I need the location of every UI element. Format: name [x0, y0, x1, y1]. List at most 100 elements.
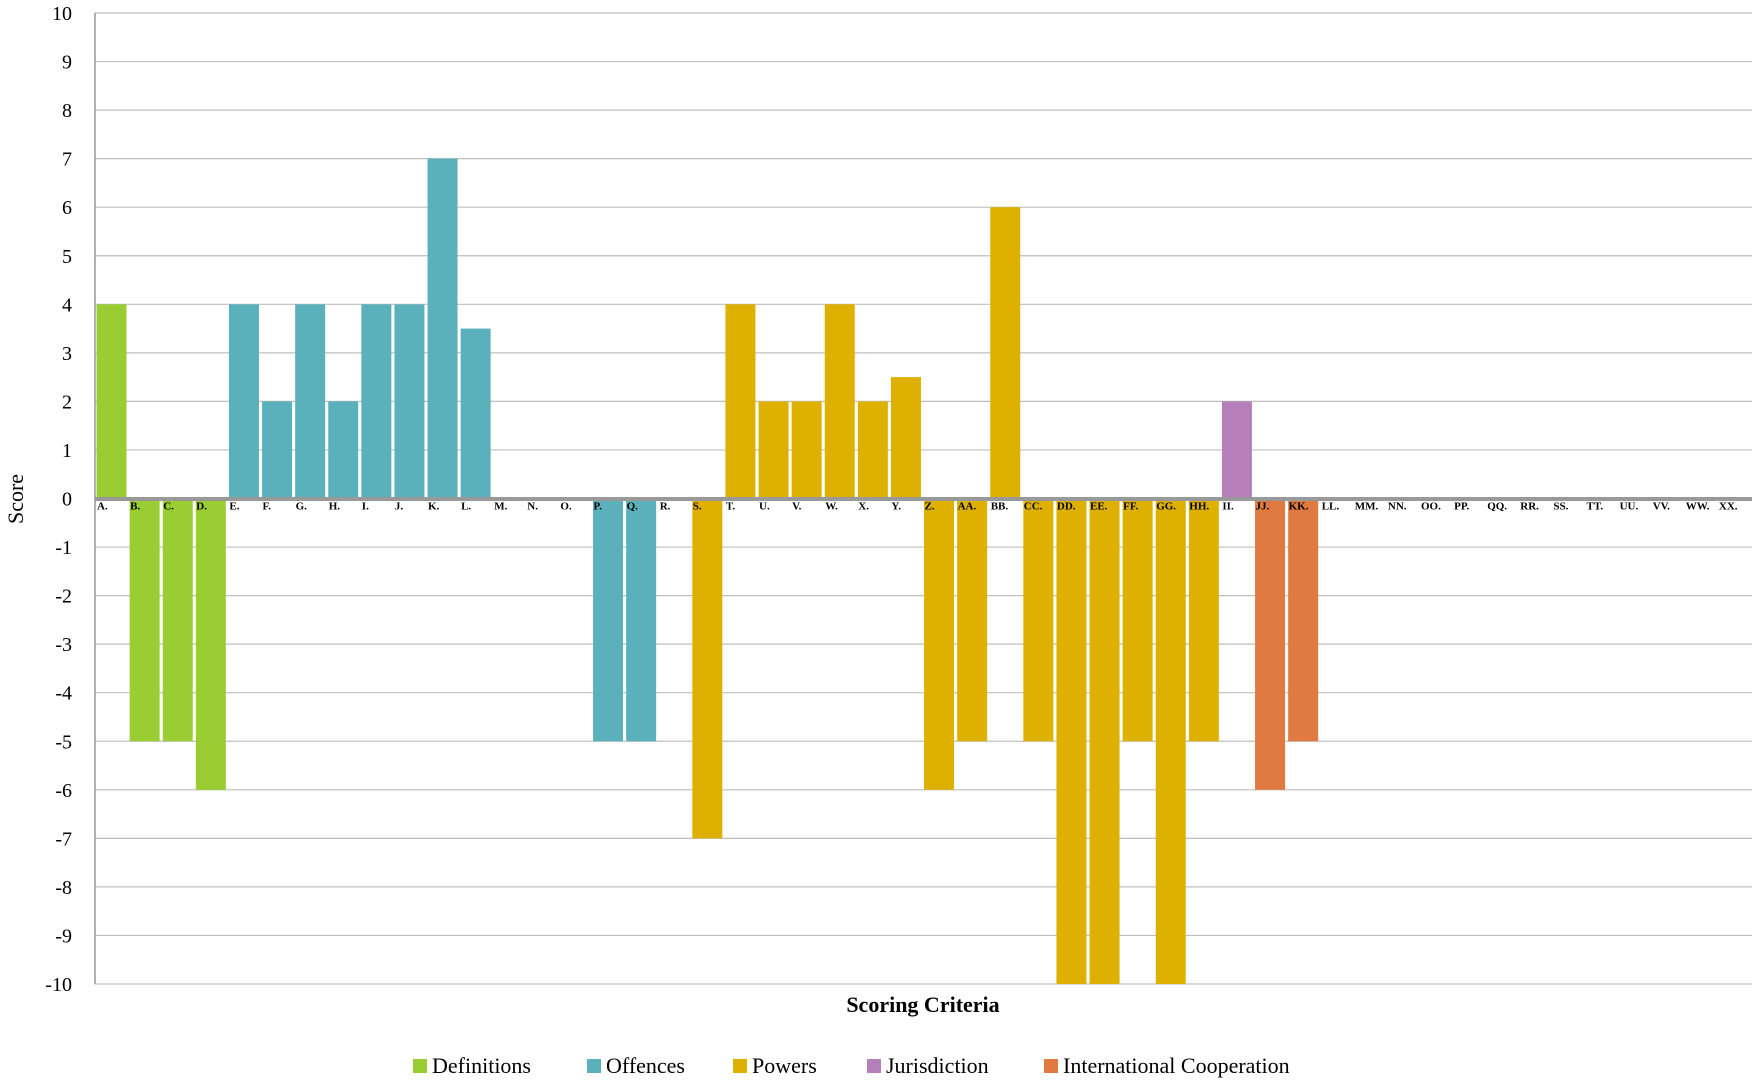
- category-label: FF.: [1123, 501, 1138, 513]
- bar-offences: [394, 304, 425, 499]
- y-tick-label: -9: [55, 925, 72, 947]
- category-label: MM.: [1355, 501, 1379, 513]
- category-label: K.: [428, 501, 440, 513]
- y-tick-label: 7: [62, 149, 72, 171]
- category-label: AA.: [958, 501, 977, 513]
- category-label: KK.: [1289, 501, 1309, 513]
- bar-powers: [1056, 498, 1087, 984]
- y-tick-label: -5: [55, 731, 72, 753]
- category-label: A.: [97, 501, 108, 513]
- legend-swatch: [413, 1059, 427, 1073]
- bar-powers: [758, 401, 789, 499]
- y-tick-label: -3: [55, 634, 72, 656]
- bar-offences: [361, 304, 392, 499]
- category-labels: A. B. C. D. E. F. G. H. I. J. K. L. M. N. O. P. Q. R. S. T.…: [97, 501, 1738, 513]
- y-tick-label: -6: [55, 780, 72, 802]
- category-label: RR.: [1520, 501, 1539, 513]
- bar-powers: [824, 304, 855, 499]
- y-tick-label: 10: [52, 3, 72, 25]
- bar-powers: [990, 207, 1021, 499]
- category-label: VV.: [1653, 501, 1670, 513]
- category-label: UU.: [1620, 501, 1639, 513]
- bar-powers: [1155, 498, 1186, 984]
- category-label: JJ.: [1256, 501, 1270, 513]
- legend-swatch: [733, 1059, 747, 1073]
- bar-powers: [791, 401, 822, 499]
- y-tick-label: 2: [62, 391, 72, 413]
- legend-label: Jurisdiction: [886, 1053, 989, 1078]
- category-label: N.: [527, 501, 538, 513]
- bar-offences: [427, 158, 458, 499]
- category-label: OO.: [1421, 501, 1441, 513]
- category-label: B.: [130, 501, 140, 513]
- y-tick-label: -8: [55, 877, 72, 899]
- bar-powers: [692, 498, 723, 839]
- bar-offences: [593, 498, 624, 742]
- category-label: Q.: [627, 501, 639, 513]
- bar-offences: [328, 401, 359, 499]
- legend-label: International Cooperation: [1063, 1053, 1290, 1078]
- legend: Definitions Offences Powers Jurisdiction Int…: [413, 1053, 1290, 1078]
- bar-international-cooperation: [1255, 498, 1286, 790]
- category-label: PP.: [1454, 501, 1469, 513]
- bar-offences: [295, 304, 326, 499]
- category-label: T.: [726, 501, 736, 513]
- y-tick-label: -2: [55, 586, 72, 608]
- bar-offences: [228, 304, 259, 499]
- bar-powers: [1023, 498, 1054, 742]
- category-label: CC.: [1024, 501, 1043, 513]
- category-label: P.: [594, 501, 603, 513]
- category-label: I.: [362, 501, 369, 513]
- y-axis-title: Score: [3, 474, 28, 524]
- category-label: DD.: [1057, 501, 1076, 513]
- category-label: NN.: [1388, 501, 1407, 513]
- category-label: E.: [229, 501, 239, 513]
- category-label: W.: [825, 501, 838, 513]
- category-label: C.: [163, 501, 174, 513]
- bars: [96, 158, 1319, 984]
- category-label: U.: [759, 501, 770, 513]
- category-label: XX.: [1719, 501, 1738, 513]
- category-label: TT.: [1587, 501, 1604, 513]
- category-label: X.: [858, 501, 869, 513]
- legend-label: Powers: [752, 1053, 817, 1078]
- category-label: GG.: [1156, 501, 1176, 513]
- category-label: O.: [560, 501, 572, 513]
- y-tick-label: -7: [55, 828, 72, 850]
- category-label: M.: [494, 501, 507, 513]
- bar-powers: [725, 304, 756, 499]
- legend-label: Offences: [606, 1053, 685, 1078]
- bar-definitions: [162, 498, 193, 742]
- bar-powers: [1122, 498, 1153, 742]
- category-label: Z.: [925, 501, 935, 513]
- category-label: WW.: [1686, 501, 1710, 513]
- bar-definitions: [96, 304, 127, 499]
- y-tick-label: 3: [62, 343, 72, 365]
- y-tick-label: -1: [55, 537, 72, 559]
- legend-swatch: [867, 1059, 881, 1073]
- category-label: R.: [660, 501, 671, 513]
- category-label: J.: [395, 501, 404, 513]
- bar-powers: [857, 401, 888, 499]
- category-label: F.: [263, 501, 272, 513]
- bar-international-cooperation: [1288, 498, 1319, 742]
- category-label: L.: [461, 501, 471, 513]
- legend-label: Definitions: [432, 1053, 531, 1078]
- category-label: QQ.: [1487, 501, 1507, 513]
- bar-offences: [262, 401, 293, 499]
- bar-powers: [1188, 498, 1219, 742]
- y-tick-label: 9: [62, 52, 72, 74]
- legend-swatch: [1044, 1059, 1058, 1073]
- category-label: S.: [693, 501, 702, 513]
- y-tick-label: 8: [62, 100, 72, 122]
- category-label: V.: [792, 501, 802, 513]
- category-label: D.: [196, 501, 207, 513]
- bar-powers: [890, 377, 921, 499]
- y-tick-label: 0: [62, 489, 72, 511]
- legend-swatch: [587, 1059, 601, 1073]
- bar-jurisdiction: [1221, 401, 1252, 499]
- category-label: LL.: [1322, 501, 1340, 513]
- bar-powers: [957, 498, 988, 742]
